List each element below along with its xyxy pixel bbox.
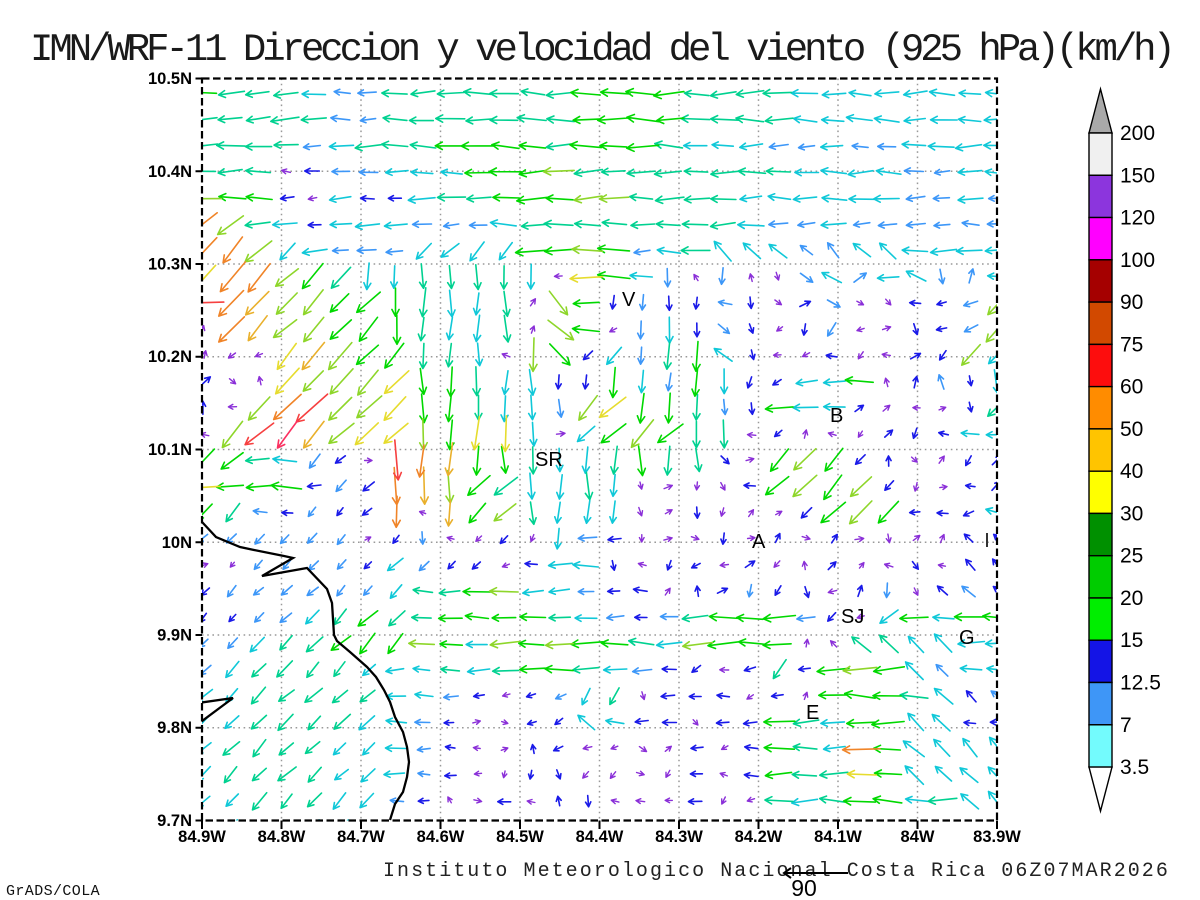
svg-text:84.1W: 84.1W	[814, 828, 862, 846]
svg-text:9.9N: 9.9N	[157, 627, 192, 645]
svg-text:7: 7	[1120, 714, 1132, 737]
svg-text:3.5: 3.5	[1120, 756, 1149, 779]
svg-text:84W: 84W	[901, 828, 935, 846]
svg-text:10.4N: 10.4N	[148, 163, 192, 181]
svg-text:12.5: 12.5	[1120, 672, 1161, 695]
svg-text:IMN/WRF-11 Direccion y velocid: IMN/WRF-11 Direccion y velocidad del vie…	[30, 28, 1172, 72]
svg-text:150: 150	[1120, 164, 1155, 187]
svg-text:50: 50	[1120, 418, 1143, 441]
svg-text:20: 20	[1120, 587, 1143, 610]
svg-text:30: 30	[1120, 502, 1143, 525]
svg-text:84.4W: 84.4W	[576, 828, 624, 846]
svg-text:90: 90	[791, 875, 817, 900]
svg-text:Instituto Meteorologico Nacion: Instituto Meteorologico Nacional Costa R…	[383, 860, 1170, 883]
svg-text:10.3N: 10.3N	[148, 256, 192, 274]
svg-text:9.7N: 9.7N	[157, 812, 192, 830]
svg-text:84.8W: 84.8W	[258, 828, 306, 846]
svg-text:60: 60	[1120, 376, 1143, 399]
svg-text:120: 120	[1120, 207, 1155, 230]
svg-text:15: 15	[1120, 629, 1143, 652]
svg-text:100: 100	[1120, 249, 1155, 272]
svg-text:84.3W: 84.3W	[655, 828, 703, 846]
svg-text:B: B	[830, 405, 843, 427]
svg-text:84.2W: 84.2W	[735, 828, 783, 846]
svg-text:90: 90	[1120, 291, 1143, 314]
svg-text:75: 75	[1120, 333, 1143, 356]
svg-text:84.7W: 84.7W	[337, 828, 385, 846]
svg-text:10.5N: 10.5N	[148, 70, 192, 88]
svg-text:GrADS/COLA: GrADS/COLA	[6, 883, 100, 900]
svg-text:SR: SR	[535, 449, 563, 471]
svg-text:83.9W: 83.9W	[973, 828, 1021, 846]
svg-text:25: 25	[1120, 545, 1143, 568]
svg-text:10.2N: 10.2N	[148, 348, 192, 366]
svg-text:9.8N: 9.8N	[157, 719, 192, 737]
svg-text:10N: 10N	[162, 534, 192, 552]
svg-text:E: E	[806, 702, 819, 724]
svg-text:84.5W: 84.5W	[496, 828, 544, 846]
svg-text:G: G	[959, 627, 975, 649]
svg-text:SJ: SJ	[841, 606, 864, 628]
svg-text:200: 200	[1120, 122, 1155, 145]
svg-text:84.9W: 84.9W	[178, 828, 226, 846]
svg-text:84.6W: 84.6W	[417, 828, 465, 846]
svg-text:A: A	[752, 531, 766, 553]
svg-text:40: 40	[1120, 460, 1143, 483]
svg-text:10.1N: 10.1N	[148, 441, 192, 459]
svg-text:V: V	[622, 289, 636, 311]
